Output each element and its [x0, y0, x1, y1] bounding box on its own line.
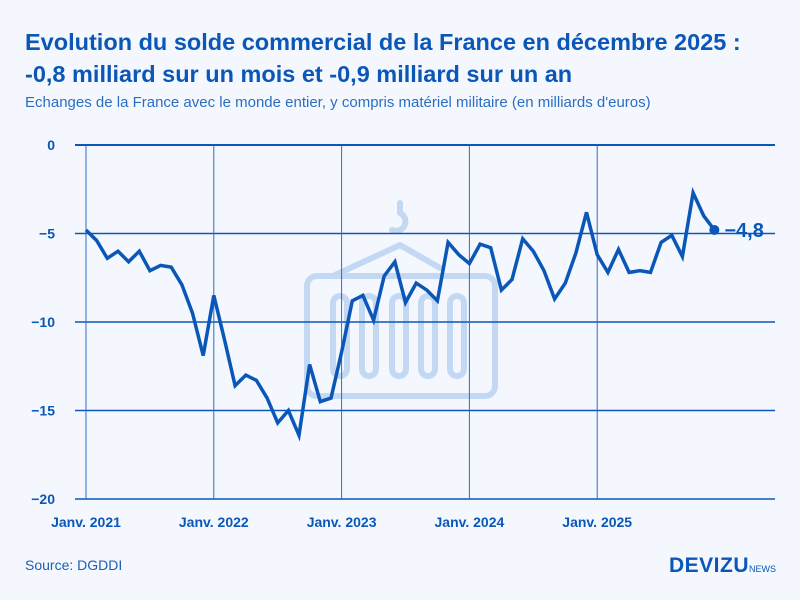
container-icon	[304, 200, 498, 399]
x-tick-label: Janv. 2021	[51, 514, 121, 530]
y-tick-label: −20	[31, 491, 55, 507]
last-point-marker	[709, 224, 720, 235]
series-line	[84, 186, 716, 442]
x-tick-label: Janv. 2024	[435, 514, 505, 530]
source-note: Source: DGDDI	[25, 557, 123, 573]
x-tick-label: Janv. 2025	[562, 514, 632, 530]
devizu-logo: DEVIZUNEWS	[669, 554, 776, 578]
logo-suffix: NEWS	[749, 564, 776, 574]
x-tick-label: Janv. 2022	[179, 514, 249, 530]
y-tick-label: 0	[47, 137, 55, 153]
chart-title: Evolution du solde commercial de la Fran…	[25, 29, 741, 87]
y-tick-label: −15	[31, 403, 55, 419]
last-value-label: −4,8	[724, 220, 763, 242]
y-tick-label: −5	[39, 226, 55, 242]
y-tick-label: −10	[31, 314, 55, 330]
x-tick-label: Janv. 2023	[307, 514, 377, 530]
chart-subtitle: Echanges de la France avec le monde enti…	[25, 94, 651, 111]
logo-text: DEVIZU	[668, 554, 749, 577]
